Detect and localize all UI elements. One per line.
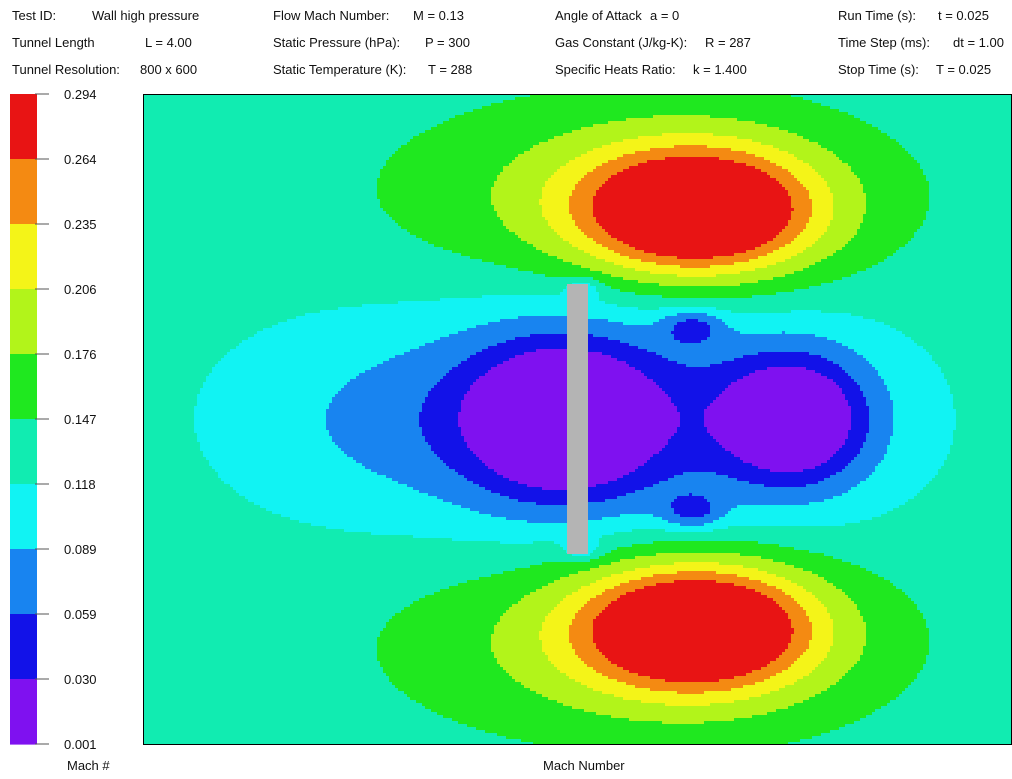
param-value: T = 288 (428, 62, 473, 77)
mach-contour-plot (143, 94, 1012, 745)
colorbar-tick-label: 0.059 (64, 607, 97, 622)
colorbar-tick-label: 0.206 (64, 282, 97, 297)
param-label: Stop Time (s): (838, 62, 919, 77)
colorbar-swatch (10, 679, 37, 745)
param-value: dt = 1.00 (953, 35, 1004, 50)
colorbar-tick-label: 0.030 (64, 672, 97, 687)
param-1-2: Gas Constant (J/kg-K): R = 287 (555, 35, 751, 51)
colorbar-tick-label: 0.264 (64, 152, 97, 167)
param-2-1: Static Temperature (K): T = 288 (273, 62, 472, 78)
param-0-0: Test ID: Wall high pressure (12, 8, 199, 24)
colorbar-tick-label: 0.147 (64, 412, 97, 427)
colorbar-tick-label: 0.235 (64, 217, 97, 232)
param-value: 800 x 600 (140, 62, 198, 77)
param-value: P = 300 (425, 35, 470, 50)
param-0-2: Angle of Attack a = 0 (555, 8, 679, 24)
param-label: Gas Constant (J/kg-K): (555, 35, 688, 50)
param-value: t = 0.025 (938, 8, 989, 23)
contour-band (593, 157, 794, 682)
colorbar-swatch (10, 289, 37, 355)
colorbar-swatch (10, 419, 37, 485)
wall-obstacle (567, 284, 588, 554)
param-label: Angle of Attack (555, 8, 642, 23)
param-label: Run Time (s): (838, 8, 917, 23)
param-1-1: Static Pressure (hPa): P = 300 (273, 35, 470, 51)
colorbar-swatch (10, 159, 37, 225)
param-value: k = 1.400 (693, 62, 747, 77)
param-value: L = 4.00 (145, 35, 192, 50)
param-value: a = 0 (650, 8, 680, 23)
param-0-1: Flow Mach Number: M = 0.13 (273, 8, 464, 24)
colorbar-swatch (10, 549, 37, 615)
param-2-3: Stop Time (s): T = 0.025 (838, 62, 991, 78)
colorbar-swatch (10, 224, 37, 290)
colorbar-tick-label: 0.176 (64, 347, 97, 362)
param-1-3: Time Step (ms): dt = 1.00 (838, 35, 1004, 51)
param-label: Time Step (ms): (838, 35, 930, 50)
contour-band (194, 283, 956, 556)
colorbar-tick-label: 0.089 (64, 542, 97, 557)
contour-band (491, 115, 866, 724)
contour-band (377, 94, 929, 745)
contour-band (458, 349, 851, 490)
param-2-0: Tunnel Resolution: 800 x 600 (12, 62, 197, 78)
colorbar-swatch (10, 484, 37, 550)
colorbar-tick-label: 0.001 (64, 737, 97, 752)
contour-band (419, 319, 869, 517)
param-1-0: Tunnel Length L = 4.00 (12, 35, 192, 51)
param-label: Specific Heats Ratio: (555, 62, 676, 77)
param-value: Wall high pressure (92, 8, 200, 23)
colorbar-swatch (10, 354, 37, 420)
param-value: R = 287 (705, 35, 751, 50)
param-label: Flow Mach Number: (273, 8, 390, 23)
param-label: Static Temperature (K): (273, 62, 407, 77)
param-value: M = 0.13 (413, 8, 464, 23)
param-label: Tunnel Length (12, 35, 95, 50)
param-label: Test ID: (12, 8, 57, 23)
colorbar-tick-label: 0.294 (64, 87, 97, 102)
colorbar-swatch (10, 614, 37, 680)
param-label: Static Pressure (hPa): (273, 35, 401, 50)
param-0-3: Run Time (s): t = 0.025 (838, 8, 989, 24)
colorbar-swatch (10, 94, 37, 160)
colorbar-tick-label: 0.118 (64, 477, 96, 492)
param-label: Tunnel Resolution: (12, 62, 120, 77)
contour-band (539, 133, 833, 706)
colorbar: 0.294 0.264 0.235 0.206 0.176 0.147 0.118 0.089… (10, 87, 97, 752)
x-axis-label: Mach Number (543, 758, 625, 773)
param-2-2: Specific Heats Ratio: k = 1.400 (555, 62, 747, 78)
colorbar-label: Mach # (67, 758, 110, 773)
param-value: T = 0.025 (936, 62, 992, 77)
